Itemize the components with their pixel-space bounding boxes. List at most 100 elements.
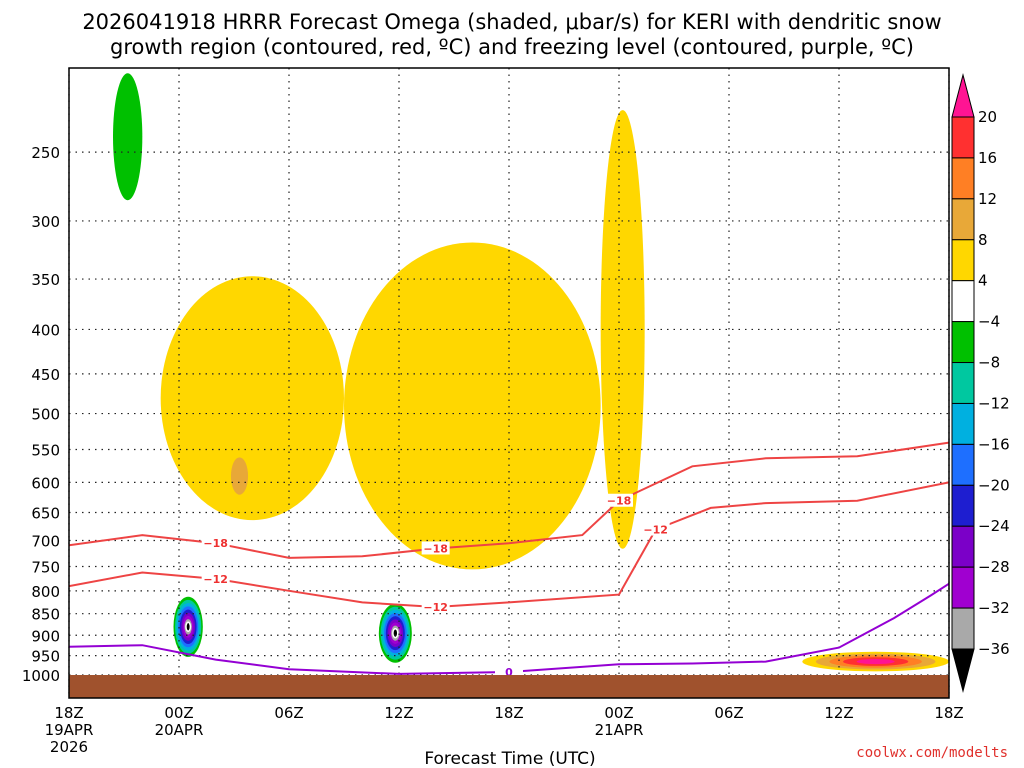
freezing-level-label-background [495,664,523,678]
x-tick-label: 18Z [54,704,83,722]
y-tick-label: 500 [31,406,60,424]
colorbar-segment [951,402,975,445]
colorbar-label: −8 [978,354,1000,372]
x-tick-label: 18Z [494,704,523,722]
colorbar-segment [951,566,975,609]
colorbar-label: −36 [978,640,1010,658]
colorbar-label: −32 [978,599,1010,617]
y-tick-label: 350 [31,271,60,289]
x-tick-label: 20APR [155,721,204,739]
y-tick-label: 250 [31,144,60,162]
chart-title-line1: 2026041918 HRRR Forecast Omega (shaded, … [82,10,941,34]
dendritic-label--12-background [201,571,230,585]
x-tick-label: 00Z [604,704,633,722]
y-tick-label: 800 [31,583,60,601]
colorbar-label: 16 [978,149,997,167]
dendritic-label--18-background [421,541,450,555]
colorbar-label: −12 [978,394,1010,412]
chart-title-line2: growth region (contoured, red, ºC) and f… [110,35,914,59]
colorbar-segment [951,484,975,527]
omega-contour-20 [856,659,895,665]
dendritic-label--18: −18 [203,537,228,550]
dendritic-contour--12: −12 −12 −12 [69,481,949,614]
contour-layer: −18 −18 −18 −12 −12 −12 0 [69,441,949,679]
colorbar-segment [951,280,975,323]
omega-feature-early-yellow-lift [160,276,344,521]
dendritic-label--12: −12 [643,524,668,537]
y-tick-label: 900 [31,627,60,645]
y-tick-label: 1000 [22,667,60,685]
freezing-level-label: 0 [505,666,513,679]
colorbar-segment [951,525,975,568]
colorbar-label: 20 [978,108,997,126]
dendritic-contour--18: −18 −18 −18 [69,441,949,559]
omega-contour-8 [230,457,249,495]
omega-shading [113,73,949,672]
colorbar-label: 4 [978,272,988,290]
y-tick-label: 650 [31,505,60,523]
omega-feature-yellow-band-mid [344,242,601,570]
freezing-level-contour: 0 [69,582,949,679]
ground-surface [69,675,949,698]
y-tick-label: 700 [31,532,60,550]
omega-contour--4 [113,73,143,201]
y-tick-label: 750 [31,559,60,577]
y-tick-label: 600 [31,474,60,492]
colorbar-label: 8 [978,231,988,249]
omega-contour--36 [185,621,192,633]
dendritic-label--18-background [605,493,633,507]
colorbar-label: −16 [978,435,1010,453]
x-tick-label: 12Z [824,704,853,722]
colorbar-label: −28 [978,558,1010,576]
x-tick-label: 19APR [45,721,94,739]
colorbar-segment [951,239,975,282]
colorbar-segment [951,198,975,241]
colorbar-bottom-triangle [951,648,975,693]
x-tick-label: 00Z [164,704,193,722]
dendritic-label--18: −18 [607,495,632,508]
omega-feature-boundary-layer-lift [802,651,949,672]
x-tick-label: 12Z [384,704,413,722]
credit-text: coolwx.com/modelts [856,745,1008,761]
y-tick-label: 850 [31,606,60,624]
dendritic-label--12: −12 [203,573,228,586]
colorbar-segment [951,116,975,159]
omega-contour-4 [160,276,344,521]
colorbar-segment [951,362,975,404]
y-tick-label: 300 [31,213,60,231]
dendritic-label--12-background [421,599,450,613]
x-tick-label: 21APR [595,721,644,739]
omega-contour--36 [392,628,399,639]
omega-contour-4 [344,242,601,570]
dendritic-label--12-background [641,522,670,536]
plot-area: −18 −18 −18 −12 −12 −12 0 [68,67,950,699]
freezing-level-line [69,582,949,675]
y-axis: 250 300 350 400 450 500 550 600 650 700 750 800 850 9… [22,144,60,685]
colorbar-label: 12 [978,190,997,208]
y-tick-label: 950 [31,648,60,666]
colorbar-segment [951,607,975,650]
dendritic-label--12: −12 [423,601,448,614]
colorbar-segment [951,157,975,200]
y-tick-label: 550 [31,442,60,460]
colorbar: 20 16 12 8 4 −4 −8 −12 −16 −20 −24 −28 −32 −36 [951,73,1010,693]
x-tick-label: 06Z [714,704,743,722]
colorbar-label: −24 [978,517,1010,535]
colorbar-segment [951,443,975,486]
x-axis-label: Forecast Time (UTC) [424,749,595,768]
dendritic-label--18: −18 [423,542,448,555]
dendritic-label--18-background [201,536,230,550]
colorbar-label: −20 [978,476,1010,494]
omega-feature-sinking-cell-12z [378,603,412,663]
colorbar-segment [951,321,975,364]
omega-feature-upper-green-patch [113,73,143,201]
omega-feature-orange-core [224,443,255,509]
y-tick-label: 400 [31,321,60,339]
colorbar-label: −4 [978,313,1000,331]
x-tick-label: 06Z [274,704,303,722]
y-tick-label: 450 [31,366,60,384]
x-tick-label: 18Z [934,704,963,722]
x-tick-label: 2026 [50,738,88,756]
